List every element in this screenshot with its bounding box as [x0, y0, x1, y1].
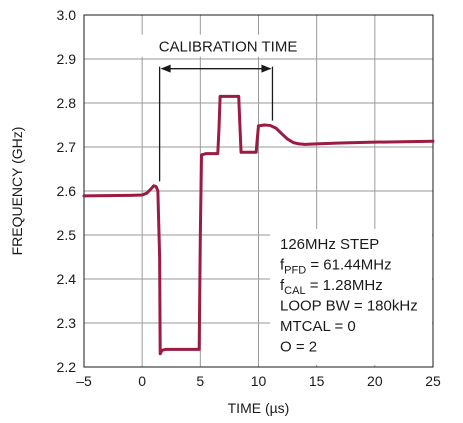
x-tick-labels: –5 0 5 10 15 20 25	[76, 373, 441, 389]
y-tick-label: 2.9	[57, 51, 77, 67]
legend-line: LOOP BW = 180kHz	[280, 298, 418, 315]
y-tick-labels: 2.2 2.3 2.4 2.5 2.6 2.7 2.8 2.9 3.0	[57, 7, 77, 375]
x-tick-label: 25	[425, 373, 441, 389]
x-tick-label: 0	[138, 373, 146, 389]
legend-line: fCAL = 1.28MHz	[280, 277, 383, 297]
x-tick-label: 10	[251, 373, 267, 389]
legend-line: fPFD = 61.44MHz	[280, 257, 392, 277]
x-tick-label: 5	[196, 373, 204, 389]
y-tick-label: 2.6	[57, 183, 77, 199]
calibration-arrow-left	[160, 64, 171, 73]
y-tick-label: 2.3	[57, 315, 77, 331]
y-axis-label: FREQUENCY (GHz)	[9, 127, 25, 256]
plot-frame	[83, 14, 434, 368]
x-tick-label: –5	[76, 373, 92, 389]
y-tick-label: 2.4	[57, 271, 77, 287]
calibration-label-bg	[128, 34, 288, 57]
legend-bg	[270, 229, 432, 365]
y-tick-label: 2.8	[57, 95, 77, 111]
legend-line: MTCAL = 0	[280, 318, 356, 335]
y-tick-label: 2.5	[57, 227, 77, 243]
y-tick-label: 3.0	[57, 7, 77, 23]
series-line	[82, 94, 435, 356]
y-tick-label: 2.2	[57, 359, 77, 375]
legend-line: O = 2	[280, 339, 317, 356]
y-tick-label: 2.7	[57, 139, 77, 155]
grid-lines	[84, 15, 433, 367]
calibration-annotation: CALIBRATION TIME	[128, 34, 298, 182]
calibration-arrow-right	[261, 64, 272, 73]
legend-line: 126MHz STEP	[280, 236, 379, 253]
x-axis-label: TIME (µs)	[228, 400, 290, 416]
x-tick-label: 20	[367, 373, 383, 389]
calibration-label: CALIBRATION TIME	[159, 39, 298, 56]
x-tick-label: 15	[309, 373, 325, 389]
